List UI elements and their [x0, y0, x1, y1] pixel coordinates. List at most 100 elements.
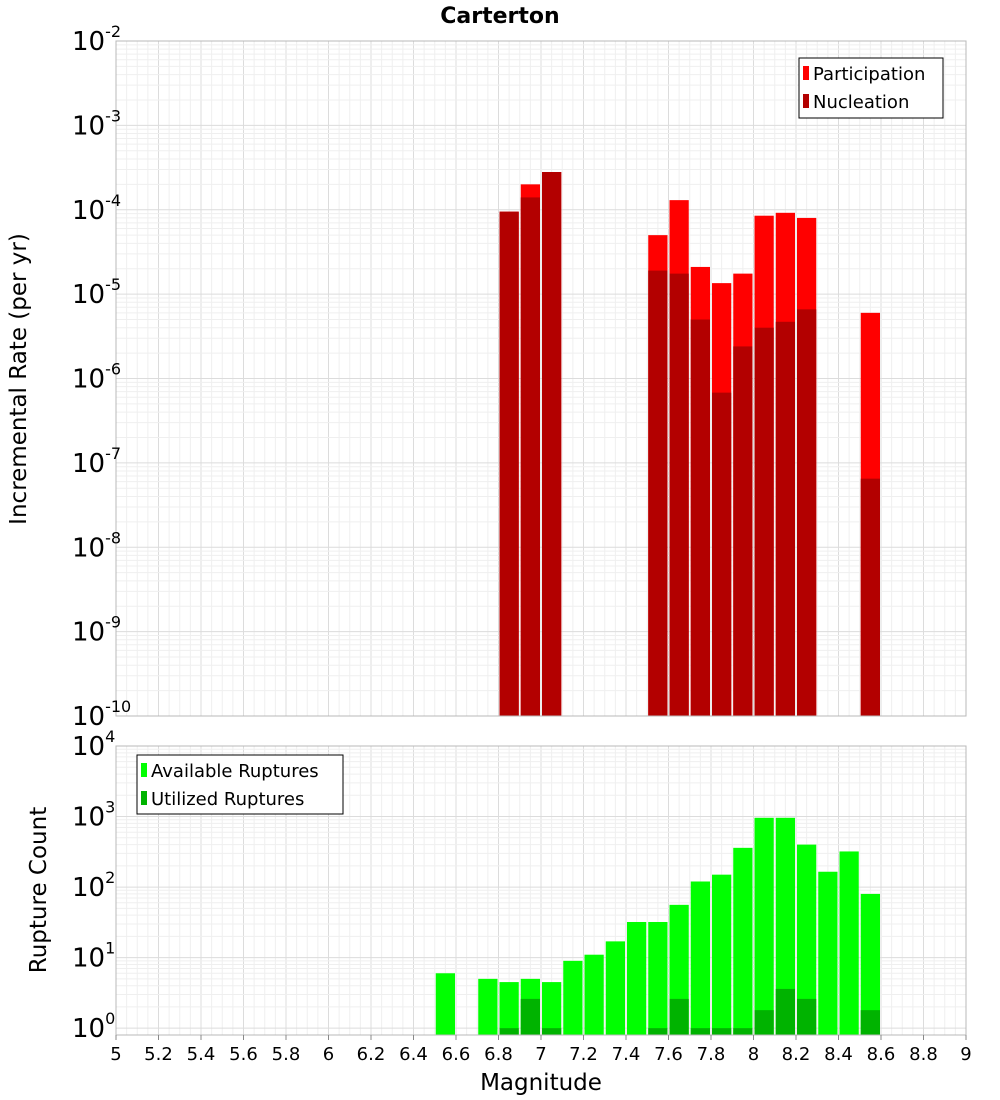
top-y-tick-label: 10-9	[72, 613, 121, 648]
top-y-tick-label: 10-4	[72, 191, 121, 226]
bottom-y-tick-label: 103	[72, 798, 115, 833]
bar-utilized-ruptures	[860, 1010, 880, 1035]
legend-label-participation: Participation	[813, 64, 925, 85]
legend-swatch-nucleation	[803, 94, 809, 108]
x-tick-label: 5.2	[144, 1044, 173, 1065]
bar-nucleation	[669, 273, 689, 716]
bar-nucleation	[520, 197, 540, 717]
top-y-tick-exponent: -9	[105, 613, 121, 632]
bottom-legend: Available Ruptures Utilized Ruptures	[136, 754, 344, 815]
legend-swatch-available	[141, 763, 147, 777]
x-tick-label: 8.8	[909, 1044, 938, 1065]
x-tick-label: 5.6	[229, 1044, 258, 1065]
chart-title: Carterton	[440, 4, 559, 29]
bar-utilized-ruptures	[520, 998, 540, 1035]
top-y-tick-label: 10-8	[72, 528, 121, 563]
top-y-axis-label: Incremental Rate (per yr)	[6, 233, 32, 525]
top-y-tick-label: 10-10	[72, 697, 131, 732]
top-y-tick-exponent: -8	[105, 528, 121, 547]
bottom-y-tick-exponent: 4	[105, 727, 115, 746]
bar-available-ruptures	[712, 874, 732, 1035]
top-y-tick-label: 10-5	[72, 275, 121, 310]
bar-utilized-ruptures	[669, 998, 689, 1035]
x-tick-label: 8	[748, 1044, 759, 1065]
x-tick-label: 7.2	[569, 1044, 598, 1065]
bar-nucleation	[499, 211, 519, 716]
bar-utilized-ruptures	[648, 1028, 668, 1035]
bar-utilized-ruptures	[754, 1010, 774, 1035]
bar-available-ruptures	[690, 881, 710, 1035]
top-y-tick-label: 10-7	[72, 444, 121, 479]
bottom-y-tick-label: 100	[72, 1009, 115, 1044]
top-y-tick-exponent: -2	[105, 22, 121, 41]
top-legend-box	[798, 57, 944, 119]
bar-utilized-ruptures	[797, 998, 817, 1035]
x-tick-label: 6.6	[442, 1044, 471, 1065]
bar-available-ruptures	[839, 851, 859, 1035]
bar-available-ruptures	[627, 921, 647, 1035]
top-y-tick-exponent: -10	[105, 697, 131, 716]
bar-available-ruptures	[478, 978, 498, 1035]
top-y-tick-exponent: -5	[105, 275, 121, 294]
x-tick-label: 7	[535, 1044, 546, 1065]
x-tick-label: 7.4	[612, 1044, 641, 1065]
x-tick-label: 6.2	[357, 1044, 386, 1065]
bar-available-ruptures	[797, 844, 817, 1035]
bottom-y-tick-label: 104	[72, 727, 115, 762]
x-axis-label: Magnitude	[480, 1070, 602, 1096]
bar-available-ruptures	[499, 982, 519, 1035]
top-y-tick-exponent: -6	[105, 360, 121, 379]
top-plot-frame	[115, 40, 967, 717]
top-bars	[499, 172, 880, 717]
x-tick-label: 5.8	[272, 1044, 301, 1065]
bottom-y-tick-label: 102	[72, 868, 115, 903]
bottom-y-tick-exponent: 3	[105, 798, 115, 817]
bottom-y-tick-exponent: 2	[105, 868, 115, 887]
bar-available-ruptures	[733, 847, 753, 1035]
bar-nucleation	[775, 321, 795, 716]
bar-available-ruptures	[563, 960, 583, 1035]
x-tick-label: 8.4	[824, 1044, 853, 1065]
top-y-tick-exponent: -7	[105, 444, 121, 463]
top-y-tick-label: 10-3	[72, 106, 121, 141]
bar-nucleation	[797, 309, 817, 716]
x-tick-label: 8.6	[867, 1044, 896, 1065]
bar-utilized-ruptures	[775, 988, 795, 1035]
legend-label-utilized: Utilized Ruptures	[151, 789, 304, 810]
bar-available-ruptures	[584, 954, 604, 1035]
bar-utilized-ruptures	[733, 1028, 753, 1035]
x-tick-label: 7.8	[697, 1044, 726, 1065]
top-y-tick-exponent: -4	[105, 191, 121, 210]
bar-available-ruptures	[818, 871, 838, 1035]
bar-nucleation	[754, 327, 774, 716]
top-y-tick-label: 10-6	[72, 360, 121, 395]
bottom-y-tick-exponent: 1	[105, 939, 115, 958]
top-plot-area: 10-10 10-9 10-8 10-7 10-6 10-5 10-4 10-3 10-2 In…	[6, 22, 967, 732]
bar-nucleation	[690, 319, 710, 716]
x-tick-label: 5	[110, 1044, 121, 1065]
top-y-ticks: 10-10 10-9 10-8 10-7 10-6 10-5 10-4 10-3 10-2	[72, 22, 131, 732]
x-tick-label: 7.6	[654, 1044, 683, 1065]
top-legend: Participation Nucleation	[798, 57, 944, 119]
bottom-x-ticks: 5 5.2 5.4 5.6 5.8 6 6.2 6.4 6.6 6.8 7 7.2 7.4 7.6 7.8 8…	[110, 1035, 972, 1065]
legend-label-available: Available Ruptures	[151, 761, 319, 782]
bar-available-ruptures	[860, 893, 880, 1035]
x-tick-label: 6.4	[399, 1044, 428, 1065]
bar-nucleation	[648, 270, 668, 716]
bar-utilized-ruptures	[542, 1028, 562, 1035]
bottom-bars	[435, 817, 880, 1035]
legend-swatch-utilized	[141, 791, 147, 805]
bottom-y-tick-label: 101	[72, 939, 115, 974]
bottom-y-axis-label: Rupture Count	[26, 807, 52, 973]
bottom-y-tick-exponent: 0	[105, 1009, 115, 1028]
bar-nucleation	[733, 346, 753, 716]
bar-utilized-ruptures	[499, 1028, 519, 1035]
bar-utilized-ruptures	[690, 1028, 710, 1035]
legend-swatch-participation	[803, 66, 809, 80]
x-tick-label: 6.8	[484, 1044, 513, 1065]
legend-label-nucleation: Nucleation	[813, 92, 909, 113]
